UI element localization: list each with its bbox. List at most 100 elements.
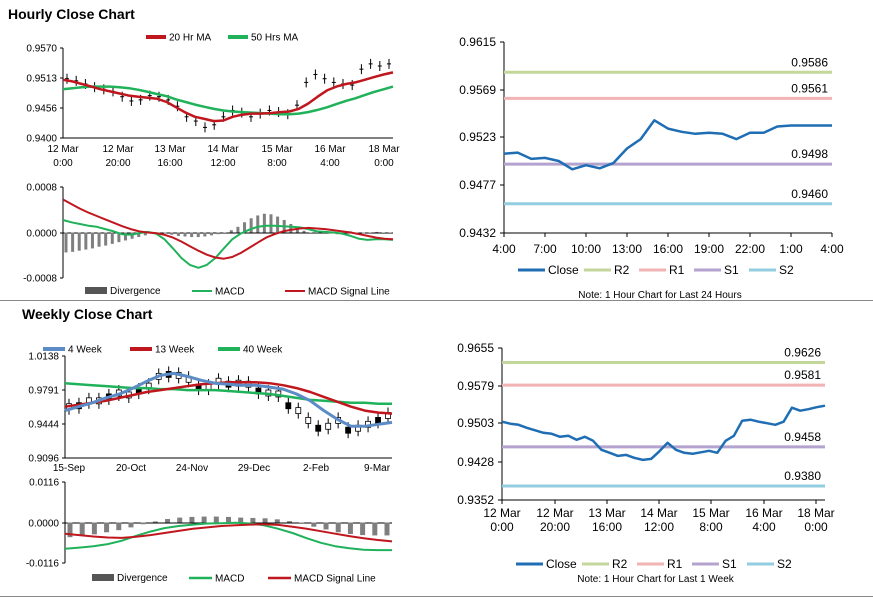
hourly-divergence-bar bbox=[295, 227, 299, 233]
weekly-1w-x-tick-label: 0:00 bbox=[804, 520, 828, 534]
weekly-ma-y-tick-label: 0.9096 bbox=[28, 454, 59, 465]
hourly-divergence-bar bbox=[309, 232, 313, 233]
hourly-legend-divergence-swatch bbox=[85, 287, 107, 294]
weekly-divergence-bar bbox=[238, 517, 244, 523]
hourly-macd-y-tick-label: 0.0008 bbox=[26, 183, 57, 194]
hourly-divergence-bar bbox=[90, 232, 94, 249]
hourly-ma-y-tick-label: 0.9400 bbox=[26, 134, 57, 145]
weekly-ma-x-tick-label: 20-Oct bbox=[116, 463, 146, 474]
weekly-1w-level-s2-label: 0.9380 bbox=[784, 469, 821, 483]
weekly-1w-level-r1-label: 0.9581 bbox=[784, 368, 821, 382]
hourly-ma-x-tick-label: 13 Mar bbox=[154, 144, 186, 155]
section-divider bbox=[0, 300, 873, 301]
weekly-macd-y-tick-label: 0.0000 bbox=[28, 519, 59, 530]
weekly-candle-body bbox=[305, 417, 312, 424]
hourly-divergence-bar bbox=[216, 232, 220, 235]
weekly-candle-body bbox=[375, 417, 381, 424]
weekly-legend-4wk-label: 4 Week bbox=[68, 345, 103, 356]
hourly-ma-x-tick-label: 8:00 bbox=[267, 158, 287, 169]
hourly-ma-x-tick-label: 16 Mar bbox=[314, 144, 346, 155]
weekly-candle-body bbox=[345, 426, 352, 434]
hourly-divergence-bar bbox=[289, 223, 293, 233]
weekly-ma-y-tick-label: 1.0138 bbox=[28, 352, 59, 363]
hourly-divergence-bar bbox=[77, 232, 81, 251]
hourly-24h-legend-s1-label: S1 bbox=[724, 263, 739, 277]
hourly-ma-x-tick-label: 12:00 bbox=[210, 158, 235, 169]
weekly-divergence-bar bbox=[323, 522, 329, 530]
weekly-1w-legend-close-label: Close bbox=[546, 557, 577, 571]
weekly-divergence-bar bbox=[140, 522, 146, 525]
hourly-24h-x-tick-label: 7:00 bbox=[533, 242, 557, 256]
hourly-24h-y-tick-label: 0.9615 bbox=[459, 35, 496, 49]
weekly-divergence-bar bbox=[311, 522, 317, 527]
weekly-divergence-bar bbox=[152, 521, 158, 523]
hourly-24h-y-tick-label: 0.9432 bbox=[459, 226, 496, 240]
weekly-ma-x-tick-label: 2-Feb bbox=[303, 463, 330, 474]
hourly-divergence-bar bbox=[223, 232, 227, 233]
hourly-24h-y-tick-label: 0.9569 bbox=[459, 83, 496, 97]
weekly-1w-x-tick-label: 18 Mar bbox=[797, 506, 834, 520]
hourly-24h-legend-r1-label: R1 bbox=[669, 263, 685, 277]
hourly-divergence-bar bbox=[368, 232, 372, 233]
weekly-divergence-bar bbox=[104, 522, 110, 533]
hourly-divergence-bar bbox=[375, 231, 379, 233]
hourly-divergence-bar bbox=[362, 232, 366, 234]
hourly-ma-x-tick-label: 16:00 bbox=[157, 158, 182, 169]
hourly-24h-x-tick-label: 4:00 bbox=[820, 242, 844, 256]
hourly-macd-line bbox=[62, 219, 394, 269]
weekly-divergence-bar bbox=[286, 521, 292, 523]
weekly-section-title: Weekly Close Chart bbox=[22, 306, 153, 322]
hourly-divergence-bar bbox=[97, 232, 101, 247]
weekly-1w-x-tick-label: 8:00 bbox=[699, 520, 723, 534]
weekly-candle-body bbox=[285, 402, 292, 410]
hourly-signal-line bbox=[62, 198, 394, 260]
hourly-divergence-bar bbox=[84, 232, 88, 250]
weekly-divergence-bar bbox=[335, 522, 341, 533]
weekly-divergence-bar bbox=[372, 522, 378, 536]
hourly-divergence-bar bbox=[203, 232, 207, 237]
weekly-1w-y-tick-label: 0.9503 bbox=[457, 416, 494, 430]
weekly-divergence-bar bbox=[213, 516, 219, 523]
hourly-divergence-bar bbox=[381, 232, 385, 233]
weekly-divergence-bar bbox=[250, 517, 256, 523]
weekly-candle-body bbox=[315, 424, 322, 432]
hourly-divergence-bar bbox=[276, 216, 280, 233]
weekly-1w-close-line bbox=[501, 404, 826, 462]
weekly-ma-x-tick-label: 15-Sep bbox=[53, 463, 86, 474]
weekly-divergence-bar bbox=[274, 519, 280, 523]
weekly-ma-y-tick-label: 0.9791 bbox=[28, 386, 59, 397]
hourly-legend-macd-label: MACD bbox=[215, 287, 244, 298]
weekly-1w-y-tick-label: 0.9655 bbox=[457, 341, 494, 355]
hourly-divergence-bar bbox=[196, 232, 200, 238]
hourly-ma-x-tick-label: 15 Mar bbox=[261, 144, 293, 155]
hourly-24h-close-line bbox=[503, 119, 832, 171]
hourly-ma20-line bbox=[62, 71, 394, 123]
hourly-legend-divergence-label: Divergence bbox=[110, 286, 161, 297]
hourly-divergence-bar bbox=[137, 232, 141, 238]
weekly-1w-note: Note: 1 Hour Chart for Last 1 Week bbox=[577, 574, 735, 585]
weekly-candle-body bbox=[325, 422, 332, 430]
hourly-divergence-bar bbox=[183, 232, 187, 237]
hourly-ma-x-tick-label: 18 Mar bbox=[368, 144, 400, 155]
weekly-1w-legend-s1-label: S1 bbox=[722, 557, 737, 571]
weekly-legend-macd-label: MACD bbox=[215, 574, 244, 585]
hourly-divergence-bar bbox=[243, 222, 247, 233]
hourly-section-title: Hourly Close Chart bbox=[8, 6, 135, 22]
weekly-1w-y-tick-label: 0.9428 bbox=[457, 455, 494, 469]
hourly-divergence-bar bbox=[170, 232, 174, 235]
hourly-ma-x-tick-label: 14 Mar bbox=[207, 144, 239, 155]
weekly-divergence-bar bbox=[165, 519, 171, 523]
hourly-divergence-bar bbox=[64, 232, 68, 253]
weekly-1w-x-tick-label: 16 Mar bbox=[745, 506, 782, 520]
hourly-divergence-bar bbox=[143, 232, 147, 236]
hourly-divergence-bar bbox=[104, 232, 108, 246]
hourly-24h-x-tick-label: 10:00 bbox=[571, 242, 601, 256]
weekly-1w-level-s1-label: 0.9458 bbox=[784, 430, 821, 444]
weekly-1w-legend-r2-label: R2 bbox=[612, 557, 628, 571]
hourly-divergence-bar bbox=[176, 232, 180, 236]
hourly-divergence-bar bbox=[124, 232, 128, 241]
hourly-divergence-bar bbox=[236, 226, 240, 233]
weekly-legend-40wk-label: 40 Week bbox=[243, 345, 283, 356]
weekly-divergence-bar bbox=[347, 522, 353, 535]
weekly-1w-x-tick-label: 12:00 bbox=[644, 520, 674, 534]
